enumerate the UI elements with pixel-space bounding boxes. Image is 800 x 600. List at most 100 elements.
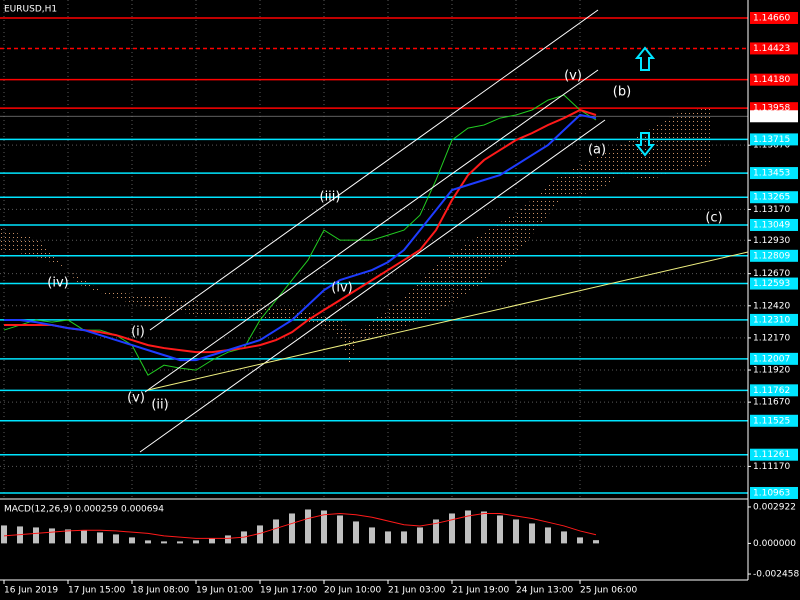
y-tick-label: 1.12670: [753, 269, 790, 279]
level-label: 1.13049: [753, 220, 790, 230]
level-label: 1.11261: [753, 450, 790, 460]
wave-label: (a): [588, 143, 606, 158]
macd-bar: [273, 519, 279, 544]
level-label: 1.13715: [753, 135, 790, 145]
level-label-box: [750, 73, 798, 86]
macd-bar: [513, 519, 519, 544]
level-label-box: [750, 218, 798, 231]
level-label: 1.13453: [753, 169, 790, 179]
price-plot: [1, 94, 599, 544]
macd-bar: [337, 515, 343, 544]
macd-bar: [49, 528, 55, 544]
level-label-box: [750, 414, 798, 427]
macd-bar: [81, 530, 87, 544]
macd-bar: [33, 527, 39, 544]
x-tick-label: 21 Jun 19:00: [452, 586, 509, 596]
macd-bar: [401, 531, 407, 544]
wave-label: (c): [705, 211, 722, 226]
level-label-box: [750, 448, 798, 461]
wave-label: (iv): [331, 281, 352, 296]
current-price-box: [750, 110, 798, 123]
level-label-box: [750, 167, 798, 180]
x-tick-label: 21 Jun 03:00: [388, 586, 445, 596]
y-tick-label: 1.11670: [753, 398, 790, 408]
level-label: 1.14660: [753, 13, 790, 23]
wave-label: (iv): [47, 276, 68, 291]
macd-bar: [465, 510, 471, 544]
macd-bar: [449, 513, 455, 544]
level-label: 1.11525: [753, 416, 790, 426]
channel-line: [144, 69, 599, 393]
channel-line: [149, 9, 599, 331]
level-label: 1.11762: [753, 386, 790, 396]
macd-bar: [545, 527, 551, 544]
level-label: 1.10963: [753, 488, 790, 498]
level-label-box: [750, 313, 798, 326]
y-tick-label: 1.12930: [753, 236, 790, 246]
level-label: 1.14423: [753, 44, 790, 54]
level-label-box: [750, 42, 798, 55]
x-tick-label: 17 Jun 15:00: [68, 586, 125, 596]
trend-line: [147, 251, 749, 391]
x-tick-label: 24 Jun 13:00: [516, 586, 573, 596]
macd-bar: [113, 534, 119, 544]
y-tick-label: -0.002458: [753, 570, 799, 580]
current-price-label: 1.13895: [753, 112, 790, 122]
y-tick-label: 0.002922: [753, 502, 796, 512]
arrow-up: [634, 46, 656, 71]
level-label-box: [750, 249, 798, 262]
level-label: 1.12310: [753, 315, 790, 325]
macd-bar: [497, 515, 503, 544]
x-tick-label: 18 Jun 08:00: [132, 586, 189, 596]
level-label-box: [750, 191, 798, 204]
macd-bar: [177, 541, 183, 544]
macd-bar: [289, 513, 295, 544]
level-label: 1.13265: [753, 193, 790, 203]
macd-bar: [561, 531, 567, 544]
macd-bar: [369, 527, 375, 544]
x-tick-label: 19 Jun 17:00: [260, 586, 317, 596]
y-tick-label: 1.12420: [753, 301, 790, 311]
macd-bar: [529, 523, 535, 544]
x-tick-label: 25 Jun 06:00: [580, 586, 637, 596]
level-label: 1.13958: [753, 104, 790, 114]
macd-bar: [129, 537, 135, 544]
price-line: [4, 108, 597, 354]
level-label: 1.12007: [753, 354, 790, 364]
chart-title: EURUSD,H1: [4, 5, 57, 15]
macd-bar: [577, 537, 583, 544]
arrow-down: [634, 132, 656, 157]
level-label-box: [750, 352, 798, 365]
macd-bar: [385, 531, 391, 544]
macd-bar: [65, 529, 71, 544]
macd-bar: [145, 540, 151, 544]
macd-bar: [321, 510, 327, 544]
wave-label: (i): [131, 325, 145, 340]
macd-bar: [433, 519, 439, 544]
wave-label: (v): [564, 69, 582, 84]
level-label-box: [750, 277, 798, 290]
channel-line: [139, 119, 606, 453]
macd-bar: [1, 525, 7, 544]
level-label: 1.12809: [753, 251, 790, 261]
macd-bar: [209, 538, 215, 544]
macd-bar: [161, 541, 167, 544]
x-tick-label: 19 Jun 01:00: [196, 586, 253, 596]
macd-bar: [417, 527, 423, 544]
macd-bar: [593, 540, 599, 544]
macd-bar: [225, 535, 231, 544]
trend-lines: [139, 9, 749, 453]
y-tick-label: 1.11170: [753, 462, 790, 472]
y-tick-label: 1.13670: [753, 141, 790, 151]
x-tick-label: 16 Jun 2019: [4, 586, 58, 596]
y-tick-label: 0.000000: [753, 539, 796, 549]
signal-line: [3, 512, 597, 539]
macd-bar: [305, 509, 311, 544]
level-label: 1.14180: [753, 75, 790, 85]
y-tick-label: 1.11920: [753, 366, 790, 376]
macd-bar: [193, 540, 199, 544]
wave-label: (ii): [151, 398, 168, 413]
price-line: [3, 94, 597, 376]
ichimoku-cloud: [0, 108, 710, 365]
